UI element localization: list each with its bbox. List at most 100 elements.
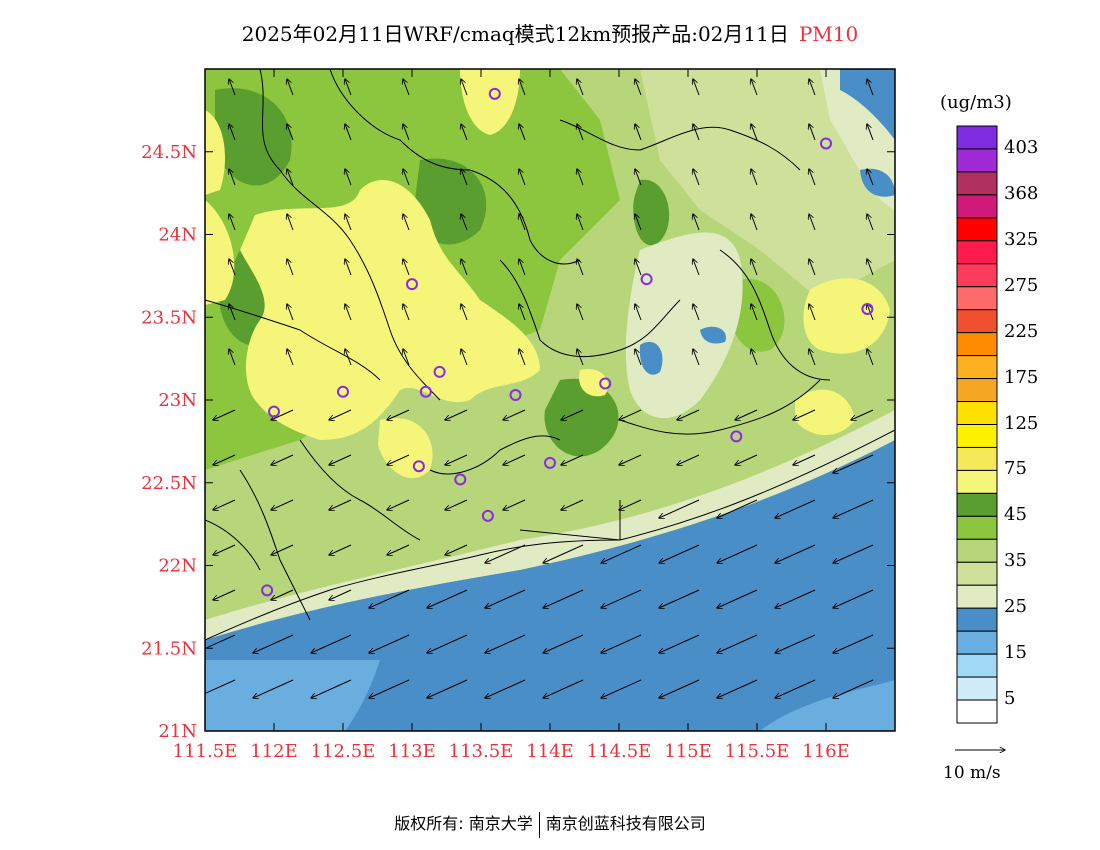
wind-arrow	[677, 409, 700, 420]
y-tick-label: 24.5N	[141, 142, 197, 163]
legend-swatch	[956, 653, 998, 678]
legend-swatch	[956, 217, 998, 242]
wind-arrow	[329, 454, 352, 465]
wind-arrow	[659, 679, 700, 698]
concentration-plume-75	[803, 278, 890, 354]
x-tick-label: 116E	[802, 741, 850, 762]
wind-arrow	[519, 259, 526, 276]
wind-arrow	[577, 169, 584, 186]
wind-arrow	[461, 169, 468, 186]
wind-arrow	[717, 499, 758, 518]
wind-arrow	[577, 214, 584, 231]
station-marker	[861, 302, 874, 315]
wind-arrow	[403, 214, 410, 231]
wind-arrow	[229, 259, 236, 276]
wind-arrow	[635, 79, 642, 96]
wind-arrow	[775, 679, 816, 698]
wind-arrow	[213, 409, 236, 420]
wind-arrow	[751, 214, 758, 231]
wind-arrow	[751, 169, 758, 186]
wind-arrow	[369, 589, 410, 608]
wind-arrow	[445, 544, 468, 555]
wind-arrow	[635, 124, 642, 141]
wind-arrow	[519, 349, 526, 366]
coastline-bay	[519, 500, 621, 541]
admin-boundaries	[205, 69, 831, 621]
wind-arrow	[403, 349, 410, 366]
legend-swatch	[956, 148, 998, 173]
wind-arrow	[635, 169, 642, 186]
wind-arrow	[387, 454, 410, 465]
wind-arrow	[311, 679, 352, 698]
y-tick-label: 24N	[158, 225, 197, 246]
legend-label: 25	[1004, 596, 1027, 618]
wind-arrow	[809, 79, 816, 96]
wind-arrow	[403, 169, 410, 186]
legend-swatch	[956, 492, 998, 517]
wind-arrow	[213, 454, 236, 465]
concentration-plume-75	[205, 110, 225, 195]
wind-arrow	[833, 589, 874, 608]
station-marker	[509, 389, 522, 402]
legend-label: 75	[1004, 458, 1027, 480]
concentration-patch-dark	[414, 158, 487, 245]
wind-arrow	[851, 409, 874, 420]
wind-reference-label: 10 m/s	[943, 763, 1001, 783]
wind-arrow	[329, 499, 352, 510]
wind-arrow	[427, 679, 468, 698]
wind-arrow	[271, 589, 294, 600]
wind-arrow	[577, 349, 584, 366]
concentration-plume-75	[795, 389, 855, 435]
wind-arrow	[751, 349, 758, 366]
wind-arrow	[345, 349, 352, 366]
wind-arrow	[775, 499, 816, 518]
legend-swatch	[956, 378, 998, 403]
wind-arrow	[387, 409, 410, 420]
wind-arrow	[345, 79, 352, 96]
wind-arrow	[809, 259, 816, 276]
wind-arrow	[519, 169, 526, 186]
wind-arrow	[345, 169, 352, 186]
station-marker	[544, 456, 556, 469]
wind-arrow	[775, 634, 816, 653]
wind-arrow	[485, 589, 526, 608]
station-marker	[412, 460, 425, 473]
page-title: 2025年02月11日WRF/cmaq模式12km预报产品:02月11日 PM10	[0, 18, 1100, 47]
x-tick-label: 113E	[388, 741, 436, 762]
wind-arrow	[833, 544, 874, 563]
coastline	[205, 429, 895, 641]
wind-arrow	[271, 544, 294, 555]
station-marker	[599, 377, 612, 390]
wind-arrow	[601, 634, 642, 653]
wind-arrow	[271, 409, 294, 420]
legend-label: 225	[1004, 320, 1039, 342]
wind-arrow	[601, 589, 642, 608]
low-patch-15	[639, 341, 663, 375]
axis-ticks: 111.5E 112E 112.5E 113E 113.5E 114E 114.5E 115E…	[141, 69, 895, 762]
legend-swatch	[956, 332, 998, 357]
y-tick-label: 23.5N	[141, 307, 197, 328]
wind-arrow	[867, 169, 874, 186]
wind-arrow	[287, 169, 294, 186]
wind-arrow	[461, 304, 468, 321]
footer: 版权所有: 南京大学 南京创蓝科技有限公司	[0, 810, 1100, 838]
footer-copyright: 版权所有: 南京大学	[394, 814, 533, 833]
legend-swatch	[956, 286, 998, 311]
wind-arrow	[793, 409, 816, 420]
station-marker	[433, 365, 446, 378]
wind-arrow	[735, 454, 758, 465]
sea-region	[205, 440, 895, 731]
x-tick-label: 114.5E	[587, 741, 652, 762]
wind-arrow	[271, 454, 294, 465]
wind-arrow	[503, 499, 526, 510]
wind-arrow	[461, 214, 468, 231]
station-marker	[454, 473, 467, 486]
wind-arrow	[345, 259, 352, 276]
station-marker	[268, 405, 280, 418]
legend-swatch	[956, 125, 998, 150]
wind-arrow	[403, 304, 410, 321]
x-tick-label: 115.5E	[725, 741, 790, 762]
wind-arrow	[735, 409, 758, 420]
wind-arrow	[751, 124, 758, 141]
